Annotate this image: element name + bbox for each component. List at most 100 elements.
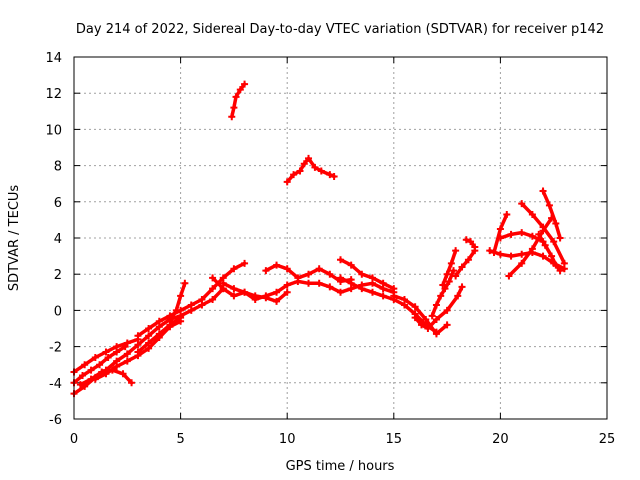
data-point xyxy=(128,379,136,387)
data-point xyxy=(177,292,185,300)
data-point xyxy=(447,259,455,267)
data-point xyxy=(230,104,238,112)
data-point xyxy=(449,267,457,275)
data-point xyxy=(507,252,515,260)
data-point xyxy=(458,283,466,291)
y-tick-label: 14 xyxy=(45,51,62,66)
data-point xyxy=(251,292,259,300)
data-point xyxy=(552,220,560,228)
data-point xyxy=(467,238,475,246)
y-tick-label: 0 xyxy=(54,304,62,319)
data-point xyxy=(400,296,408,304)
data-point xyxy=(102,370,110,378)
x-axis-label: GPS time / hours xyxy=(286,459,395,474)
y-axis-label: SDTVAR / TECUs xyxy=(7,185,22,292)
chart-title: Day 214 of 2022, Sidereal Day-to-day VTE… xyxy=(76,22,604,37)
data-point xyxy=(283,265,291,273)
data-point xyxy=(337,274,344,282)
data-point xyxy=(198,296,206,304)
data-point xyxy=(507,230,515,238)
data-point xyxy=(91,353,99,361)
data-point xyxy=(123,357,131,365)
data-point xyxy=(411,314,419,322)
data-point xyxy=(305,154,313,162)
data-point xyxy=(545,201,553,209)
x-tick-label: 5 xyxy=(176,432,184,447)
data-point xyxy=(518,250,526,258)
series-pass-h xyxy=(168,281,187,324)
data-point xyxy=(452,272,460,280)
x-tick-label: 20 xyxy=(492,432,509,447)
data-point xyxy=(241,80,249,88)
data-point xyxy=(79,372,87,380)
data-point xyxy=(315,265,323,273)
y-tick-label: 8 xyxy=(54,160,62,175)
data-point xyxy=(113,343,121,351)
data-point xyxy=(315,279,323,287)
x-tick-label: 0 xyxy=(70,432,78,447)
data-point xyxy=(518,200,526,208)
y-tick-label: -6 xyxy=(49,413,62,428)
y-tick-label: 12 xyxy=(45,87,62,102)
data-point xyxy=(119,370,127,378)
plot-frame xyxy=(73,56,608,420)
data-point xyxy=(432,330,440,338)
data-point xyxy=(337,288,344,296)
data-point xyxy=(209,274,217,282)
data-point xyxy=(241,288,249,296)
x-tick-label: 10 xyxy=(279,432,296,447)
data-point xyxy=(458,263,466,271)
data-point xyxy=(541,241,549,249)
data-point xyxy=(445,277,453,285)
data-point xyxy=(418,321,426,329)
x-tick-label: 15 xyxy=(386,432,403,447)
y-tick-label: 4 xyxy=(54,232,62,247)
data-point xyxy=(177,314,185,322)
data-point xyxy=(76,381,84,389)
data-point xyxy=(96,361,104,369)
data-point xyxy=(462,236,470,244)
data-point xyxy=(454,292,462,300)
data-point xyxy=(283,178,291,186)
data-point xyxy=(283,288,291,296)
data-point xyxy=(337,256,344,264)
data-point xyxy=(219,279,227,287)
data-point xyxy=(441,285,449,293)
series-pass-r xyxy=(453,248,477,278)
data-point xyxy=(273,297,281,305)
data-point xyxy=(166,317,174,325)
data-point xyxy=(443,306,451,314)
data-point xyxy=(134,332,142,340)
data-point xyxy=(439,281,447,289)
data-point xyxy=(262,267,270,275)
data-point xyxy=(230,285,238,293)
data-point xyxy=(390,285,398,293)
data-point xyxy=(296,167,304,175)
data-point xyxy=(443,270,451,278)
data-point xyxy=(539,187,547,195)
data-point xyxy=(311,163,319,171)
data-point xyxy=(300,160,308,168)
data-point xyxy=(347,279,355,287)
data-point xyxy=(560,259,568,267)
data-point xyxy=(368,288,376,296)
data-point xyxy=(422,315,430,323)
data-point xyxy=(490,248,498,256)
data-point xyxy=(503,210,511,218)
series-pass-m xyxy=(338,276,439,334)
series-pass-q xyxy=(441,248,458,287)
data-point xyxy=(330,172,338,180)
data-point xyxy=(518,259,526,267)
data-point xyxy=(273,288,281,296)
data-point xyxy=(505,272,513,280)
data-point xyxy=(556,234,564,242)
data-point xyxy=(104,353,112,361)
data-point xyxy=(437,292,445,300)
data-point xyxy=(294,274,302,282)
data-point xyxy=(326,283,334,291)
data-point xyxy=(155,317,163,325)
data-point xyxy=(424,325,432,332)
data-point xyxy=(390,292,398,300)
y-tick-label: 6 xyxy=(54,196,62,211)
